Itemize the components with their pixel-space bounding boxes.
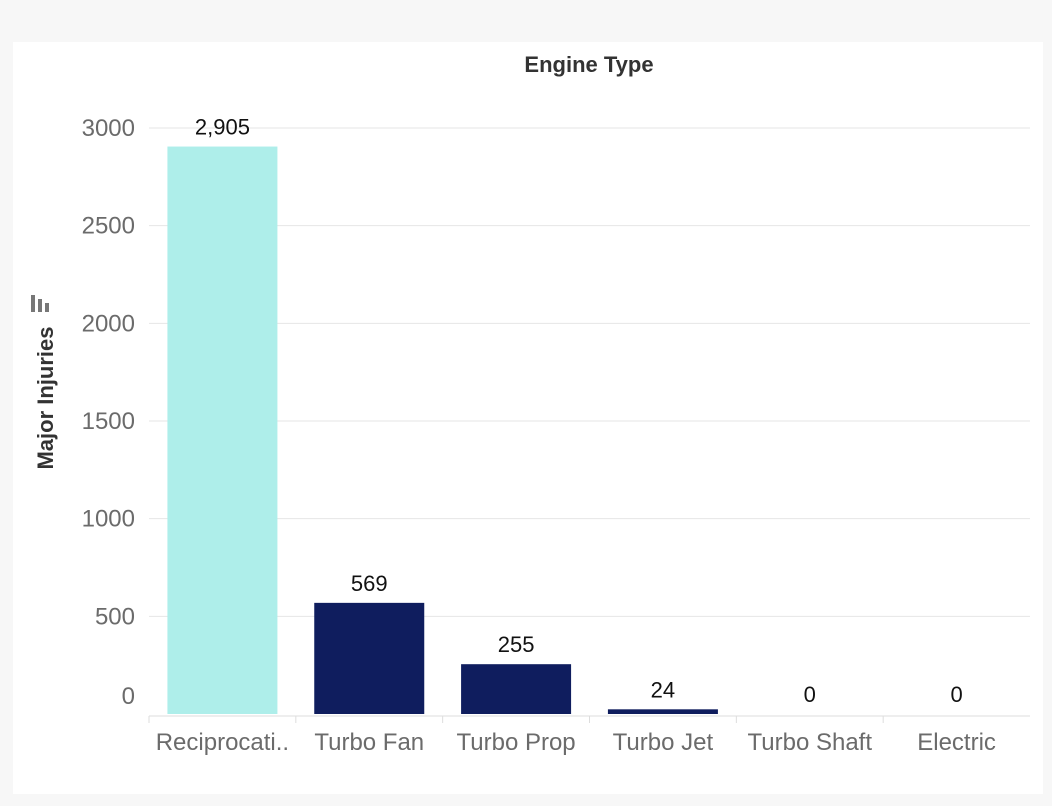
data-label: 0 <box>804 682 816 707</box>
y-tick-label: 0 <box>122 683 135 710</box>
sort-icon[interactable] <box>31 295 49 312</box>
bar[interactable] <box>607 709 718 714</box>
bars <box>167 146 718 715</box>
data-label: 2,905 <box>195 115 250 140</box>
bar[interactable] <box>167 146 278 715</box>
data-label: 569 <box>351 571 388 596</box>
gridlines <box>149 127 1030 617</box>
x-category-label: Turbo Fan <box>314 729 424 756</box>
data-label: 0 <box>950 682 962 707</box>
bar[interactable] <box>314 602 425 714</box>
y-axis-ticks: 0 500 1000 1500 2000 2500 3000 <box>82 115 135 710</box>
y-tick-label: 1500 <box>82 408 135 435</box>
y-axis-label: Major Injuries <box>33 326 58 469</box>
data-label: 255 <box>498 632 535 657</box>
y-tick-label: 3000 <box>82 115 135 142</box>
y-tick-label: 2500 <box>82 213 135 240</box>
y-tick-label: 1000 <box>82 506 135 533</box>
x-category-label: Reciprocati.. <box>156 729 289 756</box>
data-label: 24 <box>651 677 675 702</box>
chart-title: Engine Type <box>524 52 653 77</box>
y-tick-label: 500 <box>95 603 135 630</box>
x-category-label: Turbo Shaft <box>747 729 872 756</box>
x-category-label: Turbo Jet <box>613 729 714 756</box>
x-category-label: Electric <box>917 729 996 756</box>
x-category-label: Turbo Prop <box>456 729 575 756</box>
y-tick-label: 2000 <box>82 310 135 337</box>
x-axis: Reciprocati.. Turbo Fan Turbo Prop Turbo Je… <box>148 715 1030 756</box>
bar[interactable] <box>461 664 572 714</box>
value-labels: 2,905 569 255 24 0 0 <box>195 115 963 707</box>
